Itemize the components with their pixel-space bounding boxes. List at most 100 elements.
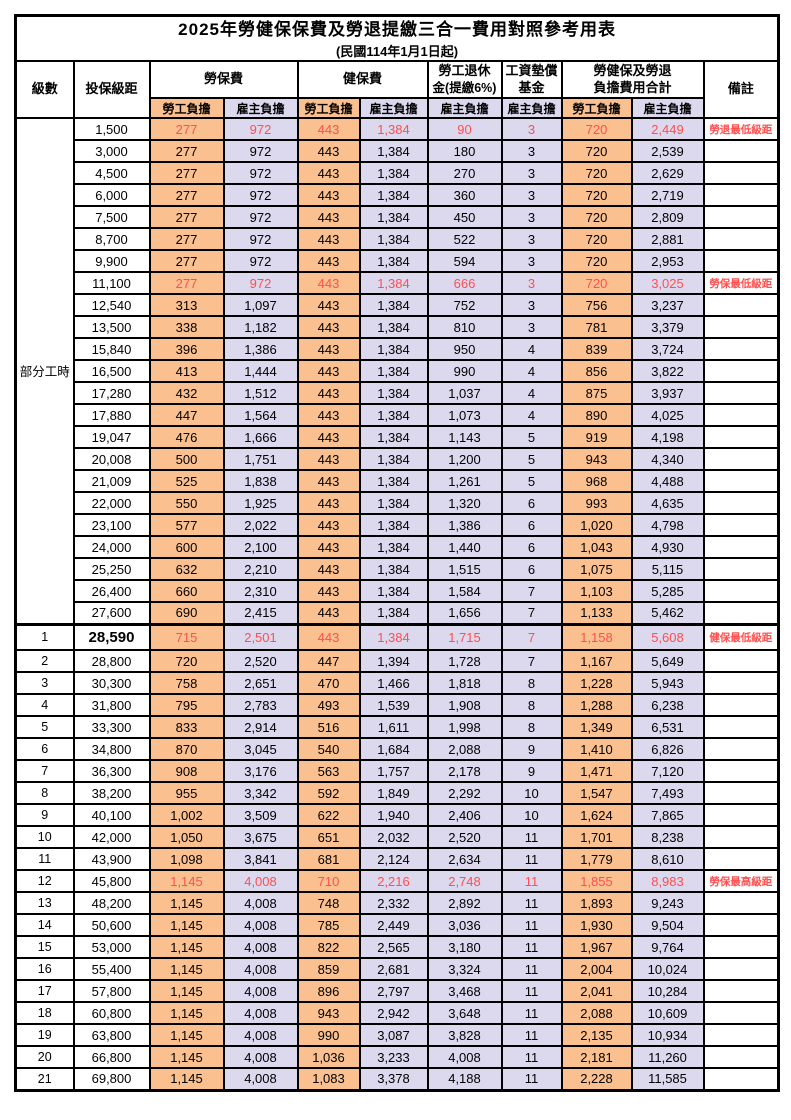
- bracket-cell: 12,540: [72, 293, 151, 318]
- value-cell: 1,394: [358, 649, 429, 674]
- remark-cell: [702, 803, 780, 828]
- value-cell: 3: [500, 227, 563, 252]
- value-cell: 2,634: [426, 847, 503, 872]
- header-level: 級數: [14, 60, 75, 120]
- value-cell: 6: [500, 513, 563, 538]
- value-cell: 277: [148, 271, 225, 296]
- table-row: 15 53,000 1,145 4,008 822 2,565 3,180 11 1,967 9,…: [14, 935, 780, 960]
- subheader-pension-employer: 雇主負擔: [426, 97, 503, 120]
- value-cell: 6: [500, 491, 563, 516]
- value-cell: 1,384: [358, 227, 429, 252]
- value-cell: 5: [500, 447, 563, 472]
- value-cell: 715: [148, 622, 225, 652]
- header-labor-pension-line2: 金(提繳6%): [432, 80, 497, 95]
- table-row: 20,008 500 1,751 443 1,384 1,200 5 943 4,340: [16, 447, 780, 472]
- value-cell: 9,504: [630, 913, 705, 938]
- value-cell: 919: [560, 425, 633, 450]
- bracket-cell: 8,700: [72, 227, 151, 252]
- premium-reference-table: 2025年勞健保保費及勞退提繳三合一費用對照參考用表 (民國114年1月1日起)…: [14, 14, 781, 1092]
- value-cell: 443: [296, 249, 361, 274]
- value-cell: 993: [560, 491, 633, 516]
- bracket-cell: 17,880: [72, 403, 151, 428]
- value-cell: 10: [500, 803, 563, 828]
- value-cell: 3,675: [222, 825, 299, 850]
- level-cell: 11: [14, 847, 75, 872]
- value-cell: 1,145: [148, 979, 225, 1004]
- value-cell: 681: [296, 847, 361, 872]
- value-cell: 1,261: [426, 469, 503, 494]
- level-cell: 12: [14, 869, 75, 894]
- header-labor-pension: 勞工退休 金(提繳6%): [426, 60, 503, 100]
- table-row: 21 69,800 1,145 4,008 1,083 3,378 4,188 11 2,228…: [14, 1067, 780, 1092]
- value-cell: 8,610: [630, 847, 705, 872]
- value-cell: 443: [296, 425, 361, 450]
- value-cell: 9: [500, 759, 563, 784]
- value-cell: 2,681: [358, 957, 429, 982]
- value-cell: 690: [148, 601, 225, 626]
- value-cell: 720: [560, 205, 633, 230]
- value-cell: 4,008: [222, 979, 299, 1004]
- bracket-cell: 19,047: [72, 425, 151, 450]
- value-cell: 11: [500, 1001, 563, 1026]
- value-cell: 3,233: [358, 1045, 429, 1070]
- value-cell: 9,764: [630, 935, 705, 960]
- bracket-cell: 63,800: [72, 1023, 151, 1048]
- level-cell: 15: [14, 935, 75, 960]
- remark-cell: [702, 913, 780, 938]
- value-cell: 2,449: [358, 913, 429, 938]
- remark-cell: [702, 403, 780, 428]
- value-cell: 443: [296, 227, 361, 252]
- value-cell: 2,629: [630, 161, 705, 186]
- value-cell: 6,238: [630, 693, 705, 718]
- value-cell: 4,008: [222, 1045, 299, 1070]
- value-cell: 2,914: [222, 715, 299, 740]
- table-row: 26,400 660 2,310 443 1,384 1,584 7 1,103 5,285: [16, 579, 780, 604]
- remark-cell: [702, 693, 780, 718]
- value-cell: 758: [148, 671, 225, 696]
- value-cell: 1,728: [426, 649, 503, 674]
- value-cell: 2,135: [560, 1023, 633, 1048]
- part-time-group-cell: 部分工時: [14, 117, 75, 626]
- value-cell: 3: [500, 205, 563, 230]
- value-cell: 859: [296, 957, 361, 982]
- table-row: 3 30,300 758 2,651 470 1,466 1,818 8 1,228 5,943: [14, 671, 780, 696]
- value-cell: 955: [148, 781, 225, 806]
- value-cell: 3: [500, 271, 563, 296]
- value-cell: 1,440: [426, 535, 503, 560]
- value-cell: 4,008: [222, 1023, 299, 1048]
- bracket-cell: 33,300: [72, 715, 151, 740]
- value-cell: 3,025: [630, 271, 705, 296]
- value-cell: 4: [500, 359, 563, 384]
- value-cell: 4: [500, 403, 563, 428]
- table-row: 23,100 577 2,022 443 1,384 1,386 6 1,020 4,798: [16, 513, 780, 538]
- table-row: 27,600 690 2,415 443 1,384 1,656 7 1,133 5,462: [16, 601, 780, 626]
- value-cell: 1,940: [358, 803, 429, 828]
- value-cell: 592: [296, 781, 361, 806]
- value-cell: 2,310: [222, 579, 299, 604]
- header-total-line1: 勞健保及勞退: [593, 62, 672, 78]
- value-cell: 1,145: [148, 957, 225, 982]
- value-cell: 972: [222, 227, 299, 252]
- value-cell: 1,466: [358, 671, 429, 696]
- value-cell: 2,178: [426, 759, 503, 784]
- value-cell: 1,384: [358, 337, 429, 362]
- value-cell: 833: [148, 715, 225, 740]
- value-cell: 11: [500, 1023, 563, 1048]
- value-cell: 2,783: [222, 693, 299, 718]
- value-cell: 8,238: [630, 825, 705, 850]
- value-cell: 1,384: [358, 622, 429, 652]
- bracket-cell: 23,100: [72, 513, 151, 538]
- page-title: 2025年勞健保保費及勞退提繳三合一費用對照參考用表: [178, 20, 616, 39]
- value-cell: 413: [148, 359, 225, 384]
- value-cell: 720: [560, 117, 633, 142]
- value-cell: 443: [296, 293, 361, 318]
- bracket-cell: 11,100: [72, 271, 151, 296]
- value-cell: 11: [500, 825, 563, 850]
- value-cell: 443: [296, 513, 361, 538]
- value-cell: 1,145: [148, 913, 225, 938]
- value-cell: 990: [426, 359, 503, 384]
- value-cell: 1,384: [358, 557, 429, 582]
- header-total-line2: 負擔費用合計: [593, 79, 672, 95]
- value-cell: 1,855: [560, 869, 633, 894]
- remark-cell: [702, 425, 780, 450]
